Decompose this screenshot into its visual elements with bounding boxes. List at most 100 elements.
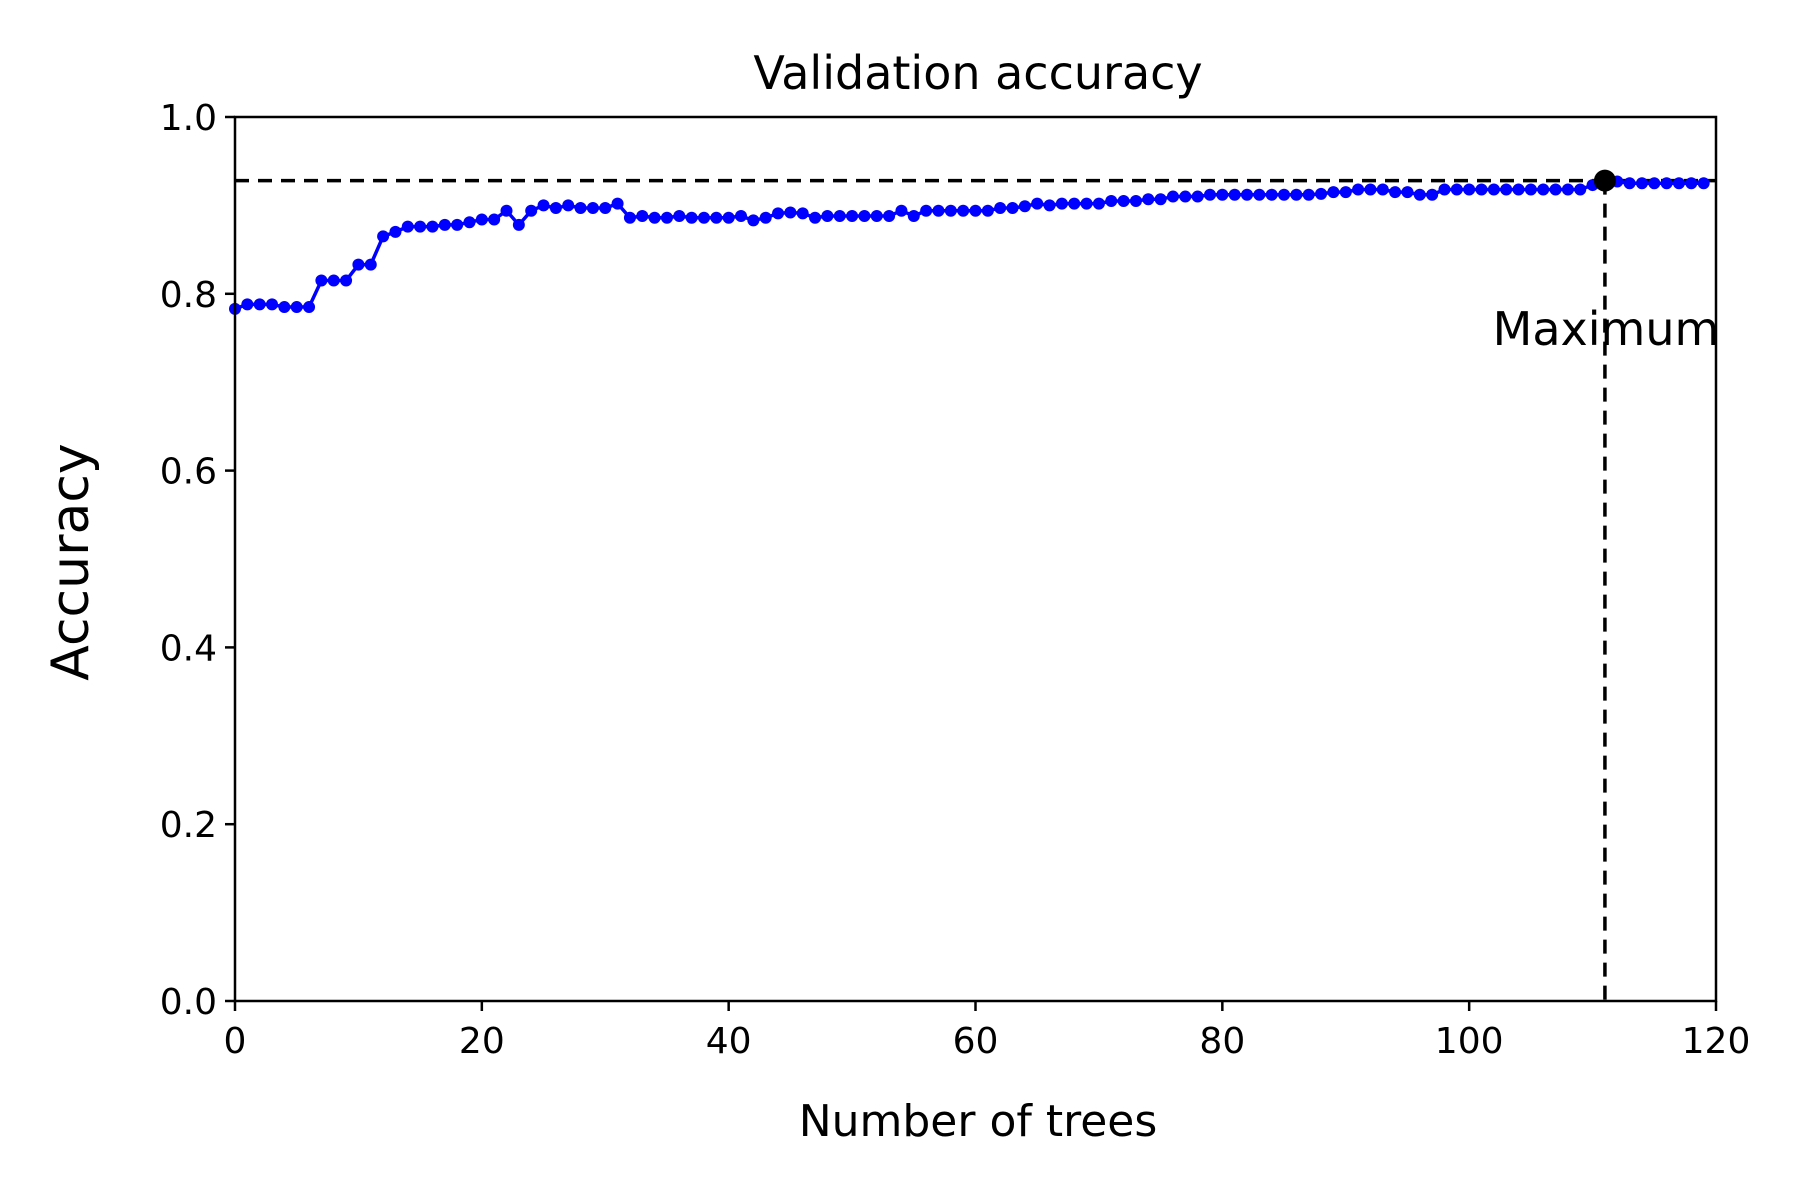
maximum-point bbox=[1593, 169, 1616, 192]
data-point bbox=[303, 301, 316, 314]
data-point bbox=[907, 210, 920, 223]
y-tick-label: 0.0 bbox=[160, 982, 217, 1023]
data-point bbox=[821, 210, 834, 223]
data-point bbox=[1487, 183, 1500, 196]
data-point bbox=[1438, 183, 1451, 196]
maximum-annotation: Maximum bbox=[1493, 302, 1720, 356]
data-point bbox=[401, 220, 414, 233]
data-point bbox=[1426, 188, 1439, 201]
y-axis-label: Accuracy bbox=[41, 443, 101, 680]
data-point bbox=[1500, 183, 1513, 196]
data-point bbox=[932, 204, 945, 217]
data-point bbox=[697, 211, 710, 224]
data-point bbox=[241, 298, 254, 311]
data-point bbox=[414, 220, 427, 233]
data-point bbox=[710, 211, 723, 224]
data-point bbox=[611, 197, 624, 210]
data-point bbox=[636, 210, 649, 223]
data-point bbox=[1179, 190, 1192, 203]
x-tick-label: 0 bbox=[224, 1021, 247, 1062]
data-point bbox=[1327, 186, 1340, 199]
data-point bbox=[1352, 183, 1365, 196]
data-point bbox=[833, 210, 846, 223]
data-point bbox=[537, 199, 550, 212]
data-point bbox=[858, 210, 871, 223]
data-point bbox=[1524, 183, 1537, 196]
data-point bbox=[623, 211, 636, 224]
data-point bbox=[475, 213, 488, 226]
axes: 0 20 40 60 80 100 120 0.0 0.2 0.4 0.6 0.8 1.0 bbox=[160, 98, 1751, 1062]
y-tick-label: 0.6 bbox=[160, 452, 217, 493]
data-point bbox=[846, 210, 859, 223]
data-point bbox=[1043, 199, 1056, 212]
data-point bbox=[340, 274, 353, 287]
data-point bbox=[1697, 177, 1710, 190]
data-point bbox=[1389, 186, 1402, 199]
data-point bbox=[784, 206, 797, 219]
data-point bbox=[1006, 202, 1019, 215]
data-point bbox=[512, 218, 525, 231]
data-point bbox=[377, 230, 390, 243]
data-point bbox=[1549, 183, 1562, 196]
data-point bbox=[586, 202, 599, 215]
data-point bbox=[463, 216, 476, 229]
data-point bbox=[1092, 197, 1105, 210]
data-point bbox=[1265, 188, 1278, 201]
chart-title: Validation accuracy bbox=[753, 46, 1202, 100]
data-point bbox=[895, 204, 908, 217]
data-point bbox=[944, 204, 957, 217]
plot-area bbox=[229, 169, 1716, 1001]
data-point bbox=[759, 211, 772, 224]
data-point bbox=[1216, 188, 1229, 201]
data-point bbox=[1241, 188, 1254, 201]
x-tick-label: 100 bbox=[1435, 1021, 1504, 1062]
data-point bbox=[1142, 193, 1155, 206]
data-point bbox=[1105, 194, 1118, 207]
data-point bbox=[500, 204, 513, 217]
data-point bbox=[1537, 183, 1550, 196]
data-point bbox=[278, 301, 291, 314]
x-tick-label: 40 bbox=[706, 1021, 752, 1062]
data-point bbox=[920, 204, 933, 217]
data-point bbox=[772, 207, 785, 220]
data-point bbox=[266, 298, 279, 311]
data-point bbox=[599, 202, 612, 215]
x-tick-label: 60 bbox=[953, 1021, 999, 1062]
data-point bbox=[1166, 190, 1179, 203]
y-tick-label: 0.8 bbox=[160, 275, 217, 316]
data-point bbox=[1302, 188, 1315, 201]
data-point bbox=[290, 301, 303, 314]
data-point bbox=[1413, 188, 1426, 201]
data-point bbox=[364, 258, 377, 271]
data-point bbox=[1512, 183, 1525, 196]
data-point bbox=[809, 211, 822, 224]
data-point bbox=[957, 204, 970, 217]
data-point bbox=[1191, 190, 1204, 203]
x-axis-label: Number of trees bbox=[799, 1096, 1158, 1147]
data-point bbox=[1672, 177, 1685, 190]
data-point bbox=[722, 211, 735, 224]
data-point bbox=[1450, 183, 1463, 196]
data-point bbox=[994, 202, 1007, 215]
data-point bbox=[1154, 193, 1167, 206]
data-point bbox=[1623, 177, 1636, 190]
data-point bbox=[562, 199, 575, 212]
data-point bbox=[1463, 183, 1476, 196]
data-point bbox=[1080, 197, 1093, 210]
data-point bbox=[315, 274, 328, 287]
data-point bbox=[1475, 183, 1488, 196]
plot-frame bbox=[233, 115, 1718, 1003]
data-point bbox=[796, 207, 809, 220]
data-point bbox=[1635, 177, 1648, 190]
data-point bbox=[574, 202, 587, 215]
data-point bbox=[1574, 183, 1587, 196]
data-point bbox=[1253, 188, 1266, 201]
data-point bbox=[735, 210, 748, 223]
data-point bbox=[488, 213, 501, 226]
data-point bbox=[747, 214, 760, 227]
data-point bbox=[660, 211, 673, 224]
x-tick-label: 20 bbox=[459, 1021, 505, 1062]
x-tick-label: 120 bbox=[1682, 1021, 1751, 1062]
data-point bbox=[673, 210, 686, 223]
data-point bbox=[685, 211, 698, 224]
